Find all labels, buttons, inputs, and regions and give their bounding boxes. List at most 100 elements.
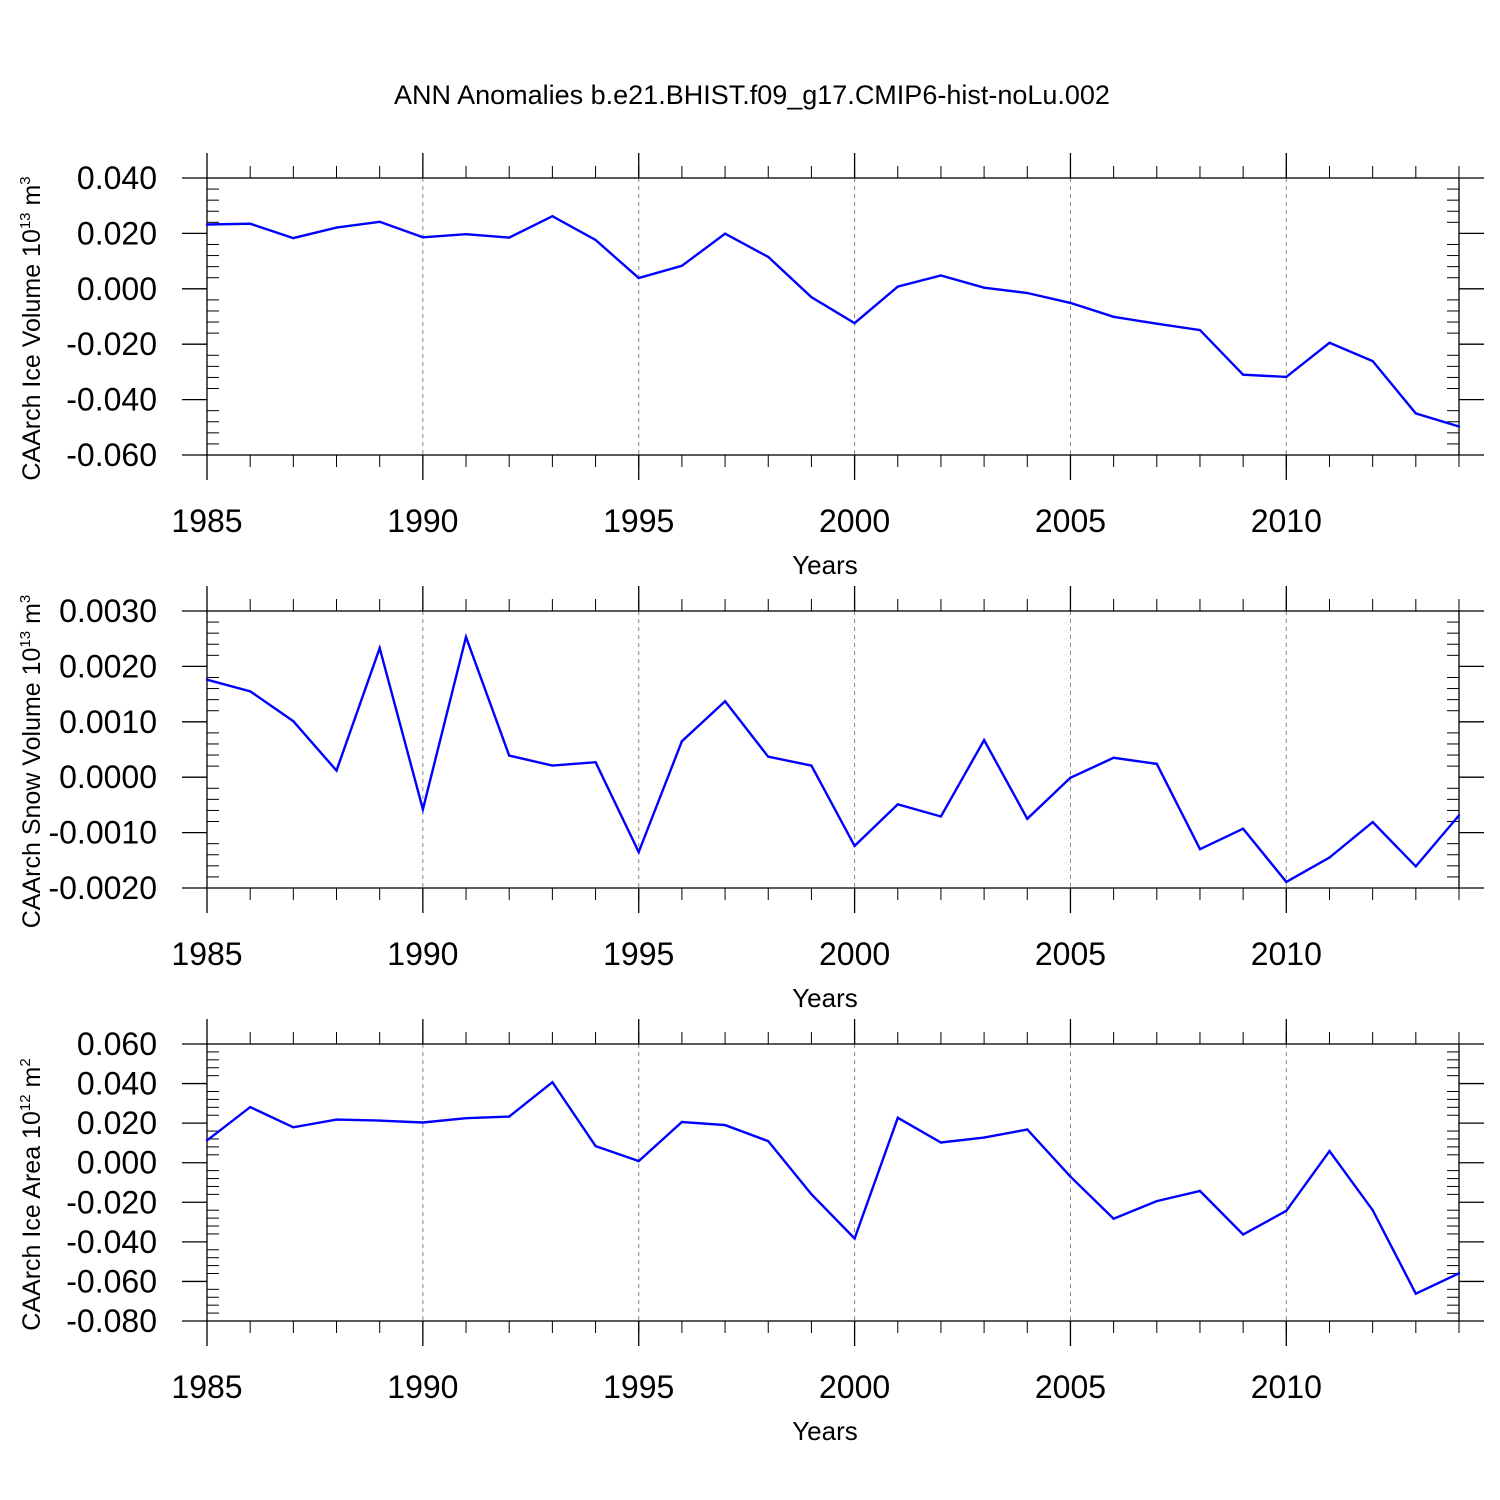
data-point: [767, 1139, 770, 1143]
data-point: [1155, 762, 1158, 766]
x-tick-label: 2005: [1035, 936, 1106, 972]
x-tick-label: 1995: [603, 1369, 674, 1405]
x-tick-label: 2005: [1035, 1369, 1106, 1405]
y-tick-label: 0.0010: [59, 704, 157, 740]
data-point: [810, 1192, 813, 1196]
data-point: [464, 635, 468, 639]
data-point: [1241, 827, 1245, 830]
data-point: [1457, 814, 1461, 817]
y-label-unit-exponent: 3: [17, 176, 34, 184]
data-point: [1414, 412, 1418, 415]
data-point: [1328, 1149, 1331, 1153]
y-tick-label: 0.020: [77, 1105, 157, 1141]
y-tick-label: -0.0010: [48, 815, 157, 851]
y-label-main: CAArch Ice Volume 10: [18, 229, 46, 481]
data-point: [853, 844, 856, 848]
data-point: [1457, 425, 1461, 428]
data-point: [292, 236, 295, 240]
y-tick-label: -0.0020: [48, 870, 157, 906]
y-tick-label: -0.060: [66, 437, 157, 473]
y-tick-label: -0.060: [66, 1263, 157, 1299]
x-tick-label: 2010: [1251, 503, 1322, 539]
y-axis-label: CAArch Snow Volume 1013 m3: [17, 595, 46, 929]
x-axis-label: Years: [792, 983, 858, 1013]
y-tick-label: 0.0020: [59, 648, 157, 684]
y-label-unit: m: [18, 185, 46, 213]
data-point: [723, 700, 727, 703]
y-label-main: CAArch Ice Area 10: [18, 1111, 46, 1331]
series-line: [206, 1080, 1460, 1296]
y-tick-label: -0.080: [66, 1303, 157, 1339]
data-point: [421, 236, 425, 239]
data-point: [594, 1144, 597, 1148]
data-point: [508, 1115, 511, 1118]
data-point: [680, 1120, 684, 1124]
x-tick-label: 1990: [387, 503, 458, 539]
data-point: [810, 295, 813, 299]
data-point: [1198, 328, 1202, 332]
y-label-exponent: 12: [17, 1094, 34, 1111]
data-point: [551, 764, 554, 767]
y-tick-label: 0.0000: [59, 759, 157, 795]
data-point: [680, 739, 684, 743]
data-point: [248, 222, 252, 225]
data-point: [421, 808, 425, 811]
data-point: [723, 232, 727, 235]
x-tick-label: 1985: [171, 503, 242, 539]
data-point: [1285, 375, 1288, 379]
data-point: [896, 803, 899, 806]
data-point: [1371, 1209, 1374, 1212]
data-point: [680, 264, 684, 268]
plot-frame: [206, 610, 1460, 889]
x-tick-label: 2010: [1251, 936, 1322, 972]
data-point: [292, 720, 295, 723]
data-point: [1026, 291, 1029, 295]
data-point: [1112, 315, 1115, 318]
data-point: [853, 321, 856, 325]
panel-2: 1985 1990 1995 2000 2005 2010 0.0030 0.0020 0.00…: [17, 586, 1484, 1013]
data-point: [939, 274, 943, 277]
y-tick-label: -0.040: [66, 382, 157, 418]
y-tick-label: -0.040: [66, 1224, 157, 1260]
series-line: [206, 632, 1460, 884]
data-point: [982, 1136, 986, 1139]
x-tick-label: 1990: [387, 1369, 458, 1405]
y-label-unit: m: [18, 1067, 46, 1095]
data-point: [248, 690, 252, 693]
data-point: [1155, 1199, 1158, 1203]
data-point: [1241, 1233, 1245, 1236]
data-point: [1069, 1175, 1072, 1178]
y-axis-label: CAArch Ice Volume 1013 m3: [17, 176, 46, 480]
data-point: [421, 1121, 425, 1124]
y-label-unit-exponent: 3: [17, 595, 34, 603]
plot-frame: [206, 1043, 1460, 1322]
data-point: [378, 220, 381, 223]
data-point: [1414, 865, 1418, 868]
x-tick-label: 2000: [819, 936, 890, 972]
y-tick-label: 0.000: [77, 1145, 157, 1181]
y-label-main: CAArch Snow Volume 10: [18, 648, 46, 929]
data-point: [767, 755, 770, 758]
data-point: [1112, 1217, 1115, 1220]
data-point: [464, 233, 468, 236]
plot-frame: [206, 177, 1460, 456]
data-point: [637, 850, 640, 854]
data-point: [551, 215, 554, 218]
data-point: [637, 1159, 640, 1163]
data-point: [508, 754, 511, 757]
data-point: [1285, 1209, 1288, 1212]
data-point: [508, 236, 511, 239]
data-point: [335, 769, 338, 772]
data-point: [378, 1119, 381, 1122]
y-tick-label: 0.040: [77, 160, 157, 196]
data-point: [767, 255, 770, 259]
data-point: [1241, 373, 1245, 376]
data-point: [1198, 1189, 1202, 1193]
data-point: [551, 1080, 554, 1084]
y-tick-label: 0.0030: [59, 593, 157, 629]
y-label-unit: m: [18, 603, 46, 631]
data-point: [723, 1123, 727, 1127]
data-point: [335, 226, 338, 229]
data-point: [982, 286, 986, 289]
